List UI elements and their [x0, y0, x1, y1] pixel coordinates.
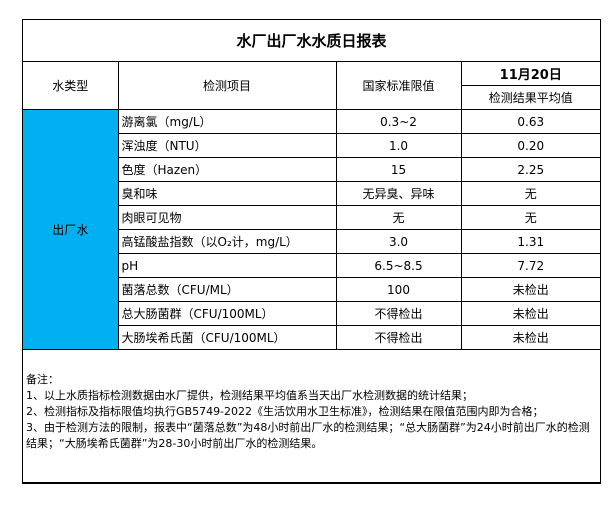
limit-cell: 6.5~8.5	[335, 253, 462, 278]
water-type-cell: 出厂水	[23, 109, 119, 350]
result-cell: 未检出	[460, 277, 600, 302]
item-cell: 游离氯（mg/L）	[117, 109, 337, 134]
limit-cell: 100	[335, 277, 462, 302]
item-cell: 菌落总数（CFU/ML）	[118, 277, 337, 302]
limit-cell: 3.0	[335, 229, 462, 254]
table-row: 肉眼可见物无无	[23, 205, 600, 230]
limit-cell: 1.0	[335, 133, 462, 158]
result-cell: 0.20	[460, 133, 600, 158]
table-row: 色度（Hazen） 15 2.25	[23, 157, 600, 182]
result-cell: 未检出	[460, 301, 600, 326]
item-cell: 高锰酸盐指数（以O₂计，mg/L）	[118, 229, 337, 254]
item-cell: 大肠埃希氏菌（CFU/100ML）	[118, 325, 337, 350]
header-result: 检测结果平均值	[461, 85, 600, 110]
limit-cell: 不得检出	[335, 325, 462, 350]
note-2: 2、检测指标及指标限值均执行GB5749-2022《生活饮用水卫生标准》，检测结…	[26, 405, 544, 418]
header-item: 检测项目	[117, 61, 337, 110]
item-cell: 色度（Hazen）	[118, 157, 337, 182]
item-cell: 臭和味	[118, 181, 337, 206]
report-title: 水厂出厂水水质日报表	[23, 20, 600, 62]
result-cell: 7.72	[460, 253, 600, 278]
result-cell: 2.25	[460, 157, 600, 182]
notes-heading: 备注：	[26, 373, 59, 386]
report-table: 水厂出厂水水质日报表 水类型 检测项目 国家标准限值 11月20日 检测结果平均…	[23, 20, 600, 483]
result-cell: 无	[460, 205, 600, 230]
header-date: 11月20日	[460, 61, 600, 86]
result-cell: 未检出	[460, 325, 600, 350]
header-water-type: 水类型	[23, 61, 119, 110]
notes: 备注： 1、以上水质指标检测数据由水厂提供，检测结果平均值系当天出厂水检测数据的…	[23, 349, 600, 483]
header-limit: 国家标准限值	[335, 61, 462, 110]
table-row: 菌落总数（CFU/ML） 100 未检出	[23, 277, 600, 302]
item-cell: pH	[118, 253, 337, 278]
limit-cell: 无异臭、异味	[335, 181, 462, 206]
item-cell: 浑浊度（NTU）	[118, 133, 337, 158]
limit-cell: 无	[335, 205, 462, 230]
water-quality-report: 水厂出厂水水质日报表 水类型 检测项目 国家标准限值 11月20日 检测结果平均…	[22, 19, 601, 484]
limit-cell: 15	[335, 157, 462, 182]
item-cell: 总大肠菌群（CFU/100ML）	[118, 301, 337, 326]
limit-cell: 不得检出	[335, 301, 462, 326]
table-row: 大肠埃希氏菌（CFU/100ML） 不得检出 未检出	[23, 325, 600, 350]
limit-cell: 0.3~2	[335, 109, 462, 134]
table-row: 出厂水 游离氯（mg/L） 0.3~2 0.63	[23, 109, 600, 350]
table-row: 总大肠菌群（CFU/100ML） 不得检出 未检出	[23, 301, 600, 326]
note-3: 3、由于检测方法的限制，报表中“菌落总数”为48小时前出厂水的检测结果；“总大肠…	[26, 421, 590, 450]
note-1: 1、以上水质指标检测数据由水厂提供，检测结果平均值系当天出厂水检测数据的统计结果…	[26, 389, 473, 402]
table-row: 浑浊度（NTU） 1.0 0.20	[23, 133, 600, 158]
result-cell: 0.63	[460, 109, 600, 134]
result-cell: 无	[460, 181, 600, 206]
item-cell: 肉眼可见物	[118, 205, 337, 230]
result-cell: 1.31	[460, 229, 600, 254]
